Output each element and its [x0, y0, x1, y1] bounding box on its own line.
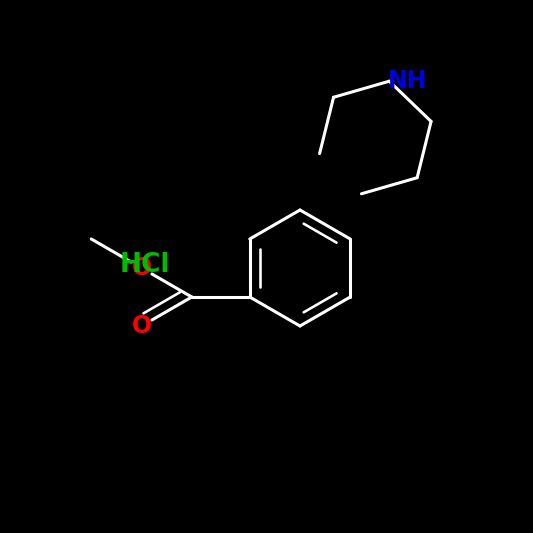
Text: O: O: [132, 314, 151, 338]
Text: O: O: [132, 256, 151, 280]
Text: HCl: HCl: [120, 252, 170, 278]
Text: NH: NH: [387, 69, 427, 93]
